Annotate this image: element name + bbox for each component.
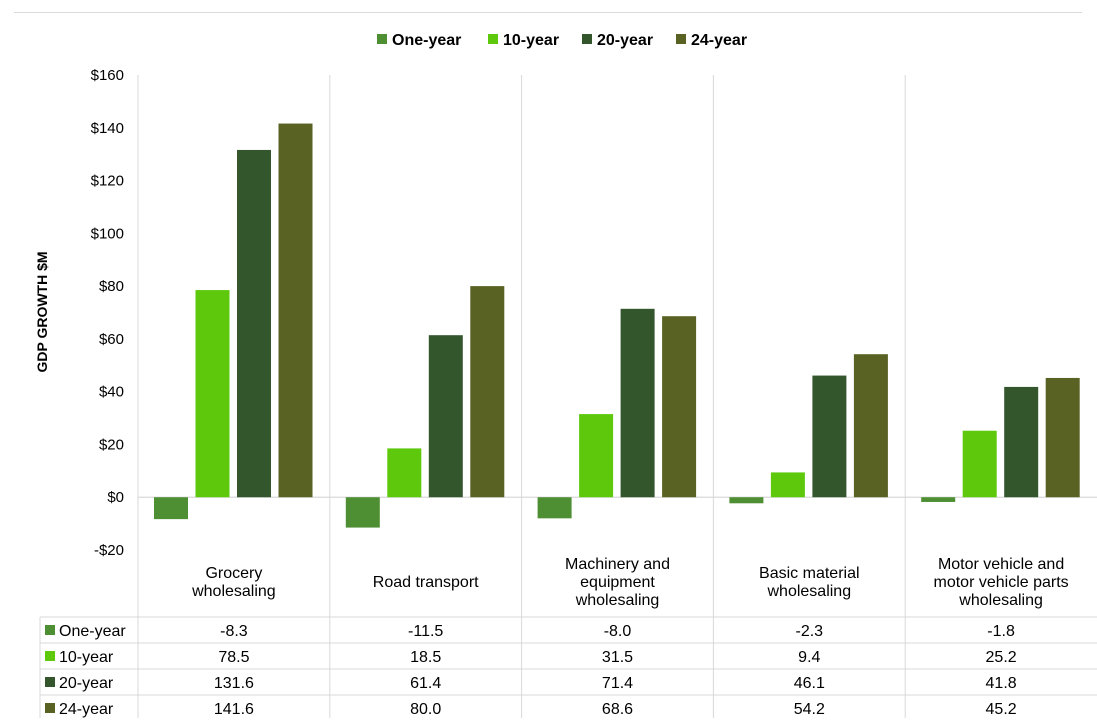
bar-20-year-1 (428, 335, 463, 498)
category-label: wholesaling (766, 583, 851, 600)
bar-24-year-2 (662, 316, 697, 498)
y-tick-label: $160 (91, 67, 124, 84)
y-tick-label: $100 (91, 225, 124, 242)
bar-10-year-0 (195, 290, 230, 498)
table-cell-value: 71.4 (602, 675, 633, 692)
bar-24-year-3 (853, 354, 888, 498)
legend-label-one-year: One-year (392, 32, 461, 49)
bar-10-year-4 (962, 430, 997, 498)
bar-one-year-2 (537, 497, 572, 519)
category-label: wholesaling (575, 592, 660, 609)
table-cell-value: 54.2 (794, 701, 825, 718)
legend-swatch-one-year (377, 34, 387, 44)
category-label: Motor vehicle and (938, 556, 1064, 573)
bar-one-year-1 (345, 497, 380, 528)
legend-label-10-year: 10-year (503, 32, 559, 49)
category-label: wholesaling (958, 592, 1043, 609)
bar-10-year-3 (770, 472, 805, 498)
bar-one-year-3 (729, 497, 764, 504)
table-row-header: One-year (59, 623, 126, 640)
y-tick-label: $40 (99, 384, 124, 401)
legend-swatch-24-year (676, 34, 686, 44)
legend-swatch-10-year (488, 34, 498, 44)
table-key-swatch-10-year (45, 651, 55, 661)
y-tick-label: $80 (99, 278, 124, 295)
table-cell-value: 61.4 (410, 675, 441, 692)
bar-20-year-0 (237, 149, 271, 498)
table-key-swatch-20-year (45, 677, 55, 687)
category-label: Grocery (205, 565, 262, 582)
table-key-swatch-24-year (45, 703, 55, 713)
category-label: wholesaling (191, 583, 276, 600)
legend-label-20-year: 20-year (597, 32, 653, 49)
table-row-header: 10-year (59, 649, 114, 666)
table-cell-value: 78.5 (218, 649, 249, 666)
category-label: motor vehicle parts (934, 574, 1069, 591)
bar-24-year-4 (1045, 377, 1080, 498)
bar-one-year-4 (921, 497, 956, 502)
table-cell-value: 31.5 (602, 649, 633, 666)
table-cell-value: -8.0 (604, 623, 632, 640)
table-cell-value: 18.5 (410, 649, 441, 666)
bar-10-year-2 (579, 414, 614, 498)
table-cell-value: 141.6 (214, 701, 254, 718)
table-key-swatch-one-year (45, 625, 55, 635)
bar-24-year-0 (278, 123, 313, 498)
category-label: equipment (580, 574, 655, 591)
y-tick-label: $20 (99, 436, 124, 453)
table-cell-value: -11.5 (408, 623, 443, 640)
table-cell-value: 45.2 (986, 701, 1017, 718)
bar-20-year-4 (1004, 386, 1039, 498)
table-cell-value: 9.4 (798, 649, 820, 666)
table-cell-value: 46.1 (794, 675, 825, 692)
table-cell-value: 131.6 (214, 675, 254, 692)
category-label: Basic material (759, 565, 859, 582)
y-axis-title: GDP GROWTH $M (34, 251, 50, 372)
category-label: Machinery and (565, 556, 670, 573)
table-cell-value: 25.2 (986, 649, 1017, 666)
top-divider (14, 12, 1082, 13)
table-cell-value: 68.6 (602, 701, 633, 718)
bar-24-year-1 (470, 286, 505, 498)
y-tick-label: $140 (91, 120, 124, 137)
table-cell-value: -2.3 (796, 623, 824, 640)
legend-swatch-20-year (582, 34, 592, 44)
table-cell-value: -1.8 (987, 623, 1015, 640)
category-label: Road transport (373, 574, 479, 591)
bar-20-year-2 (620, 308, 655, 498)
table-cell-value: 80.0 (410, 701, 441, 718)
table-row-header: 24-year (59, 701, 114, 718)
table-cell-value: 41.8 (986, 675, 1017, 692)
bar-20-year-3 (812, 375, 847, 498)
y-tick-label: $60 (99, 331, 124, 348)
y-tick-label: $0 (107, 489, 124, 506)
bar-one-year-0 (154, 497, 188, 520)
y-tick-label: -$20 (94, 542, 124, 559)
table-cell-value: -8.3 (220, 623, 248, 640)
legend-label-24-year: 24-year (691, 32, 747, 49)
table-row-header: 20-year (59, 675, 114, 692)
y-tick-label: $120 (91, 173, 124, 190)
bar-10-year-1 (387, 448, 422, 498)
